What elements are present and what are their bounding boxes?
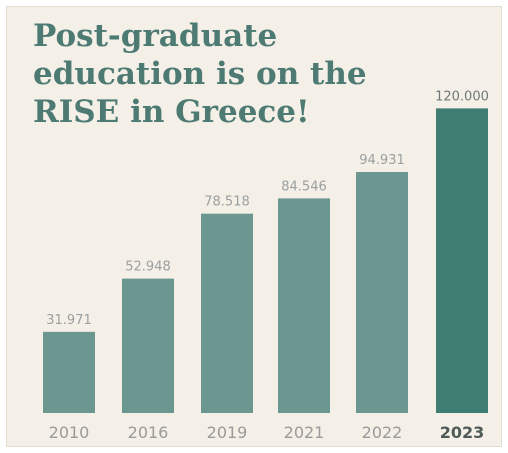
bar-value-label-2010: 31.971 bbox=[46, 313, 92, 328]
bar-2019 bbox=[201, 213, 253, 413]
x-tick-label-2016: 2016 bbox=[128, 423, 169, 442]
chart-title-line-1: Post-graduate bbox=[33, 18, 278, 54]
bar-chart: 31.971 2010 52.948 2016 78.518 2019 84.546 2021… bbox=[43, 89, 489, 442]
x-tick-label-2023: 2023 bbox=[440, 423, 485, 442]
bar-value-label-2016: 52.948 bbox=[125, 260, 171, 275]
bar-value-label-2021: 84.546 bbox=[281, 179, 327, 194]
bar-value-label-2019: 78.518 bbox=[204, 195, 250, 210]
chart-title: Post-graduate education is on the RISE i… bbox=[33, 17, 367, 131]
x-tick-label-2022: 2022 bbox=[362, 423, 403, 442]
bar-2010 bbox=[43, 331, 95, 413]
chart-title-line-3: RISE in Greece! bbox=[33, 94, 310, 130]
bar-value-label-2023: 120.000 bbox=[435, 89, 489, 104]
chart-title-line-2: education is on the bbox=[33, 56, 367, 92]
bar-2023 bbox=[436, 108, 488, 413]
bar-2021 bbox=[278, 198, 330, 413]
bar-value-label-2022: 94.931 bbox=[359, 153, 405, 168]
x-tick-label-2021: 2021 bbox=[284, 423, 325, 442]
x-tick-label-2019: 2019 bbox=[207, 423, 248, 442]
chart-frame: Post-graduate education is on the RISE i… bbox=[6, 6, 502, 447]
bar-2022 bbox=[356, 172, 408, 413]
x-tick-label-2010: 2010 bbox=[49, 423, 90, 442]
bar-2016 bbox=[122, 278, 174, 413]
